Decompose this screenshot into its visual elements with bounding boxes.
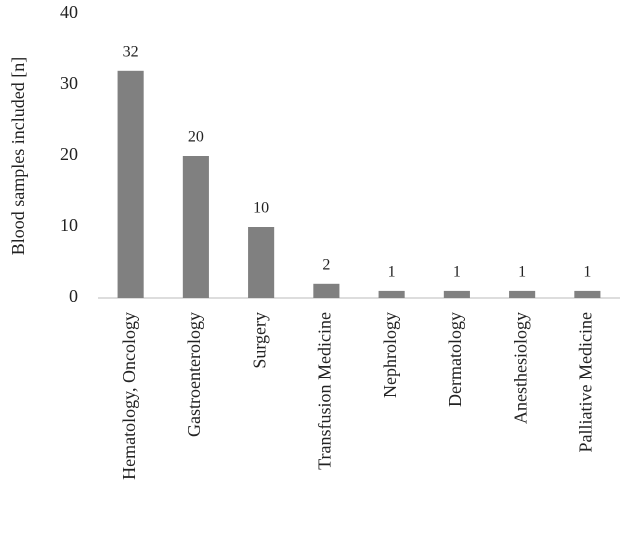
data-label: 2 [322,256,330,273]
y-tick-label: 30 [60,73,78,93]
x-tick-label: Hematology, Oncology [119,312,139,480]
data-label: 10 [253,200,269,217]
data-label: 1 [518,264,526,281]
data-label: 32 [123,43,139,60]
data-label: 1 [453,264,461,281]
bar [117,70,144,298]
bar [378,290,405,298]
x-tick-label: Gastroenterology [184,312,204,437]
x-tick-label: Palliative Medicine [576,312,596,452]
x-tick-label: Surgery [249,312,269,369]
y-tick-label: 20 [60,144,78,164]
y-axis-title: Blood samples included [n] [8,57,28,255]
x-tick-label: Nephrology [380,312,400,398]
y-tick-label: 0 [69,286,78,306]
data-label: 1 [388,264,396,281]
bar [574,290,601,298]
bar [182,156,209,298]
x-tick-label: Anesthesiology [510,312,530,424]
data-label: 20 [188,129,204,146]
bar [509,290,536,298]
x-tick-label: Transfusion Medicine [315,312,335,470]
bar [443,290,470,298]
data-label: 1 [583,264,591,281]
bar [248,227,275,298]
y-tick-label: 10 [60,215,78,235]
bar [313,283,340,298]
x-tick-label: Dermatology [445,312,465,407]
y-tick-label: 40 [60,2,78,22]
